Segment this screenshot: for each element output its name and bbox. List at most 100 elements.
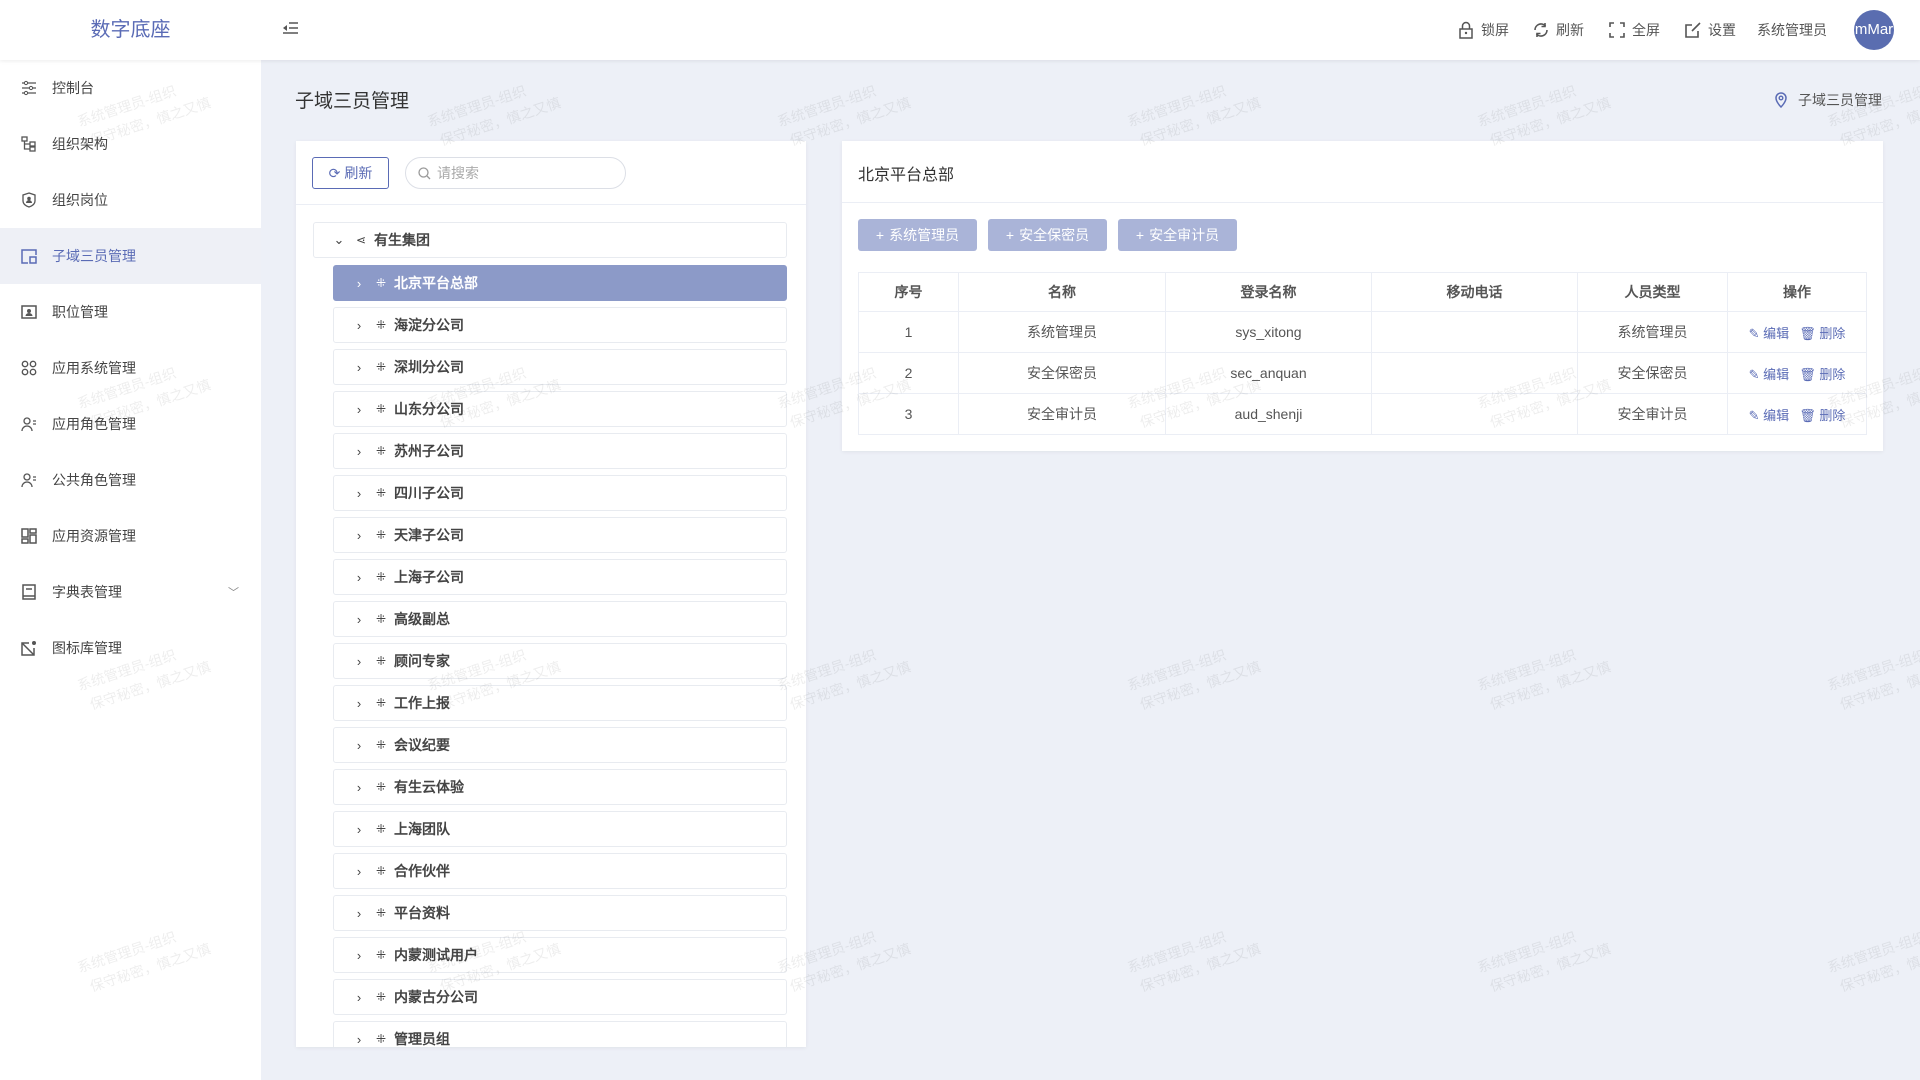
edit-button[interactable]: ✎ 编辑 xyxy=(1749,326,1790,341)
chevron-right-icon[interactable]: › xyxy=(356,863,362,879)
edit-label: 编辑 xyxy=(1763,366,1790,382)
tree-refresh-button[interactable]: ⟳ 刷新 xyxy=(312,157,389,189)
chevron-right-icon[interactable]: › xyxy=(356,611,362,627)
tree-node[interactable]: › ⁜ 上海团队 xyxy=(333,811,787,847)
watermark-line: 系统管理员-组织 xyxy=(1475,646,1578,694)
tree-node[interactable]: › ⁜ 山东分公司 xyxy=(333,391,787,427)
sidebar-item-label: 子域三员管理 xyxy=(52,248,136,264)
sidebar-item-2[interactable]: 组织岗位 xyxy=(0,172,261,228)
chevron-right-icon[interactable]: › xyxy=(356,779,362,795)
chevron-right-icon[interactable]: › xyxy=(356,737,362,753)
avatar[interactable]: mMar xyxy=(1854,10,1894,50)
tree-node[interactable]: › ⁜ 会议纪要 xyxy=(333,727,787,763)
tree-search-input[interactable] xyxy=(437,165,607,181)
delete-button[interactable]: 🗑 删除 xyxy=(1799,408,1845,423)
tree-node[interactable]: › ⁜ 内蒙古分公司 xyxy=(333,979,787,1015)
lock-icon xyxy=(1459,21,1473,39)
divider xyxy=(842,202,1883,203)
pencil-icon: ✎ xyxy=(1748,325,1760,341)
chevron-right-icon[interactable]: › xyxy=(356,947,362,963)
chevron-right-icon[interactable]: › xyxy=(356,359,362,375)
sidebar-item-4[interactable]: 职位管理 xyxy=(0,284,261,340)
tree-node[interactable]: › ⁜ 四川子公司 xyxy=(333,475,787,511)
top-header: 数字底座 锁屏 刷新 全屏 设置 系统管理员 mMar xyxy=(0,0,1920,60)
tree-node[interactable]: › ⁜ 有生云体验 xyxy=(333,769,787,805)
chevron-right-icon[interactable]: › xyxy=(356,1031,362,1047)
tree-node[interactable]: › ⁜ 平台资料 xyxy=(333,895,787,931)
sidebar-item-3[interactable]: 子域三员管理 xyxy=(0,228,261,284)
sidebar-item-8[interactable]: 应用资源管理 xyxy=(0,508,261,564)
chevron-right-icon[interactable]: › xyxy=(356,485,362,501)
tree-node[interactable]: › ⁜ 天津子公司 xyxy=(333,517,787,553)
node-icon: ⁜ xyxy=(375,528,387,542)
current-user-name[interactable]: 系统管理员 xyxy=(1757,22,1827,38)
node-icon: ⁜ xyxy=(375,990,387,1004)
delete-button[interactable]: 🗑 删除 xyxy=(1799,326,1845,341)
chevron-right-icon[interactable]: › xyxy=(356,317,362,333)
settings-button[interactable]: 设置 xyxy=(1684,0,1736,60)
lock-screen-button[interactable]: 锁屏 xyxy=(1457,0,1509,60)
trash-icon: 🗑 xyxy=(1799,407,1816,423)
chevron-right-icon[interactable]: › xyxy=(356,905,362,921)
column-header: 操作 xyxy=(1727,272,1867,312)
chevron-right-icon[interactable]: › xyxy=(356,401,362,417)
tree-node[interactable]: › ⁜ 内蒙测试用户 xyxy=(333,937,787,973)
tree-node[interactable]: › ⁜ 高级副总 xyxy=(333,601,787,637)
edit-label: 编辑 xyxy=(1763,407,1790,423)
watermark-line: 保守秘密，慎之又慎 xyxy=(1837,658,1920,713)
chevron-right-icon[interactable]: › xyxy=(356,275,362,291)
tree-node[interactable]: › ⁜ 北京平台总部 xyxy=(333,265,787,301)
chevron-right-icon[interactable]: › xyxy=(356,989,362,1005)
shield-user-icon xyxy=(22,192,36,208)
sidebar-item-5[interactable]: 应用系统管理 xyxy=(0,340,261,396)
book-icon xyxy=(22,584,36,600)
watermark: 系统管理员-组织保守秘密，慎之又慎 xyxy=(1824,917,1920,1000)
sidebar-item-10[interactable]: 图标库管理 xyxy=(0,620,261,676)
chevron-right-icon[interactable]: › xyxy=(356,653,362,669)
watermark-line: 系统管理员-组织 xyxy=(1825,646,1920,694)
refresh-label: 刷新 xyxy=(1556,22,1584,38)
chevron-right-icon[interactable]: › xyxy=(356,527,362,543)
sidebar-item-0[interactable]: 控制台 xyxy=(0,60,261,116)
tree-node[interactable]: › ⁜ 苏州子公司 xyxy=(333,433,787,469)
breadcrumb-current[interactable]: 子域三员管理 xyxy=(1798,92,1882,108)
user-list-icon xyxy=(21,417,36,432)
add-system-admin-button[interactable]: + 系统管理员 xyxy=(858,219,977,251)
chevron-right-icon[interactable]: › xyxy=(356,821,362,837)
sidebar-item-7[interactable]: 公共角色管理 xyxy=(0,452,261,508)
cell-name: 安全审计员 xyxy=(958,393,1166,435)
sidebar-item-6[interactable]: 应用角色管理 xyxy=(0,396,261,452)
tree-node[interactable]: › ⁜ 上海子公司 xyxy=(333,559,787,595)
tree-node-label: 四川子公司 xyxy=(394,485,464,501)
edit-button[interactable]: ✎ 编辑 xyxy=(1749,408,1790,423)
chevron-right-icon[interactable]: › xyxy=(356,695,362,711)
watermark-line: 保守秘密，慎之又慎 xyxy=(1487,940,1613,995)
add-security-auditor-button[interactable]: + 安全审计员 xyxy=(1118,219,1237,251)
tree-node-label: 上海团队 xyxy=(394,821,450,837)
chevron-right-icon[interactable]: › xyxy=(356,443,362,459)
chevron-down-icon[interactable]: ⌄ xyxy=(333,232,345,247)
edit-button[interactable]: ✎ 编辑 xyxy=(1749,367,1790,382)
tree-search xyxy=(405,157,626,189)
node-icon: ⁜ xyxy=(375,612,387,626)
add-security-officer-button[interactable]: + 安全保密员 xyxy=(988,219,1107,251)
tree-node[interactable]: › ⁜ 顾问专家 xyxy=(333,643,787,679)
delete-button[interactable]: 🗑 删除 xyxy=(1799,367,1845,382)
tree-node[interactable]: › ⁜ 工作上报 xyxy=(333,685,787,721)
tree-node[interactable]: › ⁜ 合作伙伴 xyxy=(333,853,787,889)
node-icon: ⁜ xyxy=(375,738,387,752)
refresh-page-button[interactable]: 刷新 xyxy=(1532,0,1584,60)
refresh-icon: ⟳ xyxy=(328,164,341,181)
chevron-down-icon[interactable]: ﹀ xyxy=(228,587,239,599)
tree-node[interactable]: › ⁜ 海淀分公司 xyxy=(333,307,787,343)
fullscreen-button[interactable]: 全屏 xyxy=(1608,0,1660,60)
sidebar-item-9[interactable]: 字典表管理 ﹀ xyxy=(0,564,261,620)
table-row: 3 安全审计员 aud_shenji 安全审计员 ✎ 编辑 🗑 删除 xyxy=(858,393,1867,435)
edit-settings-icon xyxy=(1685,22,1701,38)
tree-node-root[interactable]: ⌄ ⋖ 有生集团 xyxy=(313,222,787,258)
sidebar-item-1[interactable]: 组织架构 xyxy=(0,116,261,172)
tree-node[interactable]: › ⁜ 深圳分公司 xyxy=(333,349,787,385)
chevron-right-icon[interactable]: › xyxy=(356,569,362,585)
tree-node[interactable]: › ⁜ 管理员组 xyxy=(333,1021,787,1047)
collapse-sidebar-icon[interactable] xyxy=(280,18,302,40)
